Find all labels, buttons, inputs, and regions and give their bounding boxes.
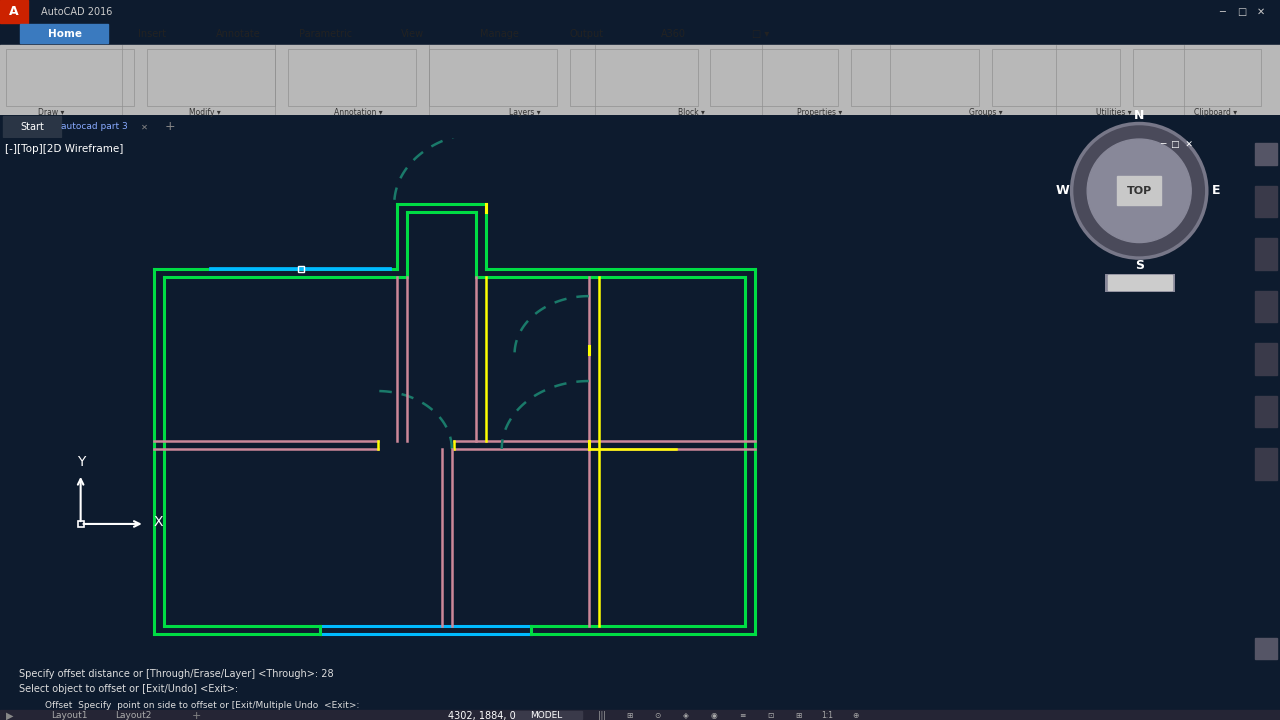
Text: [-][Top][2D Wireframe]: [-][Top][2D Wireframe] bbox=[5, 144, 123, 154]
Bar bbox=[20, 24, 108, 43]
Text: Properties ▾: Properties ▾ bbox=[796, 108, 842, 117]
Text: ⊞: ⊞ bbox=[796, 711, 801, 720]
Text: □ ▾: □ ▾ bbox=[753, 29, 769, 39]
Text: W: W bbox=[1056, 184, 1069, 197]
Bar bbox=[63, 117, 152, 137]
Text: 1:1: 1:1 bbox=[820, 711, 833, 720]
Text: ◉: ◉ bbox=[710, 711, 718, 720]
Text: autocad part 3: autocad part 3 bbox=[61, 122, 128, 131]
Text: ≡: ≡ bbox=[740, 711, 745, 720]
Circle shape bbox=[1087, 139, 1192, 243]
Text: Home: Home bbox=[47, 29, 82, 39]
Bar bbox=[1254, 638, 1277, 659]
Text: ▶: ▶ bbox=[6, 711, 14, 720]
Bar bbox=[1254, 343, 1277, 374]
Text: A: A bbox=[9, 5, 19, 18]
Text: □: □ bbox=[1236, 6, 1247, 17]
Text: ⊡: ⊡ bbox=[768, 711, 773, 720]
Circle shape bbox=[1071, 124, 1207, 258]
Text: S: S bbox=[1134, 259, 1144, 272]
Text: Annotation ▾: Annotation ▾ bbox=[334, 108, 383, 117]
Text: Annotate: Annotate bbox=[216, 29, 261, 39]
Text: Output: Output bbox=[570, 29, 604, 39]
Text: ◈: ◈ bbox=[684, 711, 689, 720]
Bar bbox=[1108, 276, 1171, 289]
Text: N: N bbox=[1134, 109, 1144, 122]
Bar bbox=[0, 711, 1280, 720]
Bar bbox=[1254, 238, 1277, 269]
Text: Y: Y bbox=[77, 455, 86, 469]
Text: Block ▾: Block ▾ bbox=[678, 108, 704, 117]
Text: Parametric: Parametric bbox=[300, 29, 352, 39]
Text: TOP: TOP bbox=[1126, 186, 1152, 196]
Text: E: E bbox=[1212, 184, 1220, 197]
Bar bbox=[1254, 449, 1277, 480]
Text: A360: A360 bbox=[662, 29, 686, 39]
Bar bbox=[4, 117, 61, 137]
Text: AutoCAD 2016: AutoCAD 2016 bbox=[41, 6, 113, 17]
Text: Draw ▾: Draw ▾ bbox=[38, 108, 64, 117]
Text: Select object to offset or [Exit/Undo] <Exit>:: Select object to offset or [Exit/Undo] <… bbox=[19, 684, 238, 694]
Text: MODEL: MODEL bbox=[530, 711, 563, 720]
Text: Layout1: Layout1 bbox=[51, 711, 88, 720]
Bar bbox=[0, 0, 28, 23]
Text: Layers ▾: Layers ▾ bbox=[509, 108, 540, 117]
Bar bbox=[1254, 396, 1277, 427]
Text: Utilities ▾: Utilities ▾ bbox=[1096, 108, 1132, 117]
Text: Offset  Specify  point on side to offset or [Exit/Multiple Undo  <Exit>:: Offset Specify point on side to offset o… bbox=[45, 701, 360, 711]
Bar bbox=[1117, 176, 1161, 205]
Text: |||: ||| bbox=[598, 711, 605, 720]
Bar bbox=[512, 711, 582, 719]
Text: ✕: ✕ bbox=[1257, 6, 1265, 17]
Bar bbox=[1254, 291, 1277, 322]
Text: Specify offset distance or [Through/Erase/Layer] <Through>: 28: Specify offset distance or [Through/Eras… bbox=[19, 669, 334, 679]
Text: +: + bbox=[164, 120, 175, 133]
Bar bbox=[1254, 186, 1277, 217]
Text: Groups ▾: Groups ▾ bbox=[969, 108, 1002, 117]
Text: ⊕: ⊕ bbox=[852, 711, 858, 720]
Text: ─  □  ✕: ─ □ ✕ bbox=[1160, 140, 1193, 149]
Text: ─: ─ bbox=[1220, 6, 1225, 17]
Text: Layout2: Layout2 bbox=[115, 711, 151, 720]
Bar bbox=[1254, 143, 1277, 164]
Text: +: + bbox=[192, 711, 201, 720]
Text: Modify ▾: Modify ▾ bbox=[189, 108, 220, 117]
Text: Clipboard ▾: Clipboard ▾ bbox=[1194, 108, 1238, 117]
Text: View: View bbox=[401, 29, 425, 39]
Text: Manage: Manage bbox=[480, 29, 520, 39]
Text: X: X bbox=[154, 515, 163, 529]
Text: 4302, 1884, 0: 4302, 1884, 0 bbox=[448, 711, 516, 720]
Text: Insert: Insert bbox=[138, 29, 165, 39]
Text: ⊙: ⊙ bbox=[655, 711, 660, 720]
Text: ⊞: ⊞ bbox=[627, 711, 632, 720]
Text: Start: Start bbox=[20, 122, 44, 132]
Text: ✕: ✕ bbox=[141, 122, 147, 131]
